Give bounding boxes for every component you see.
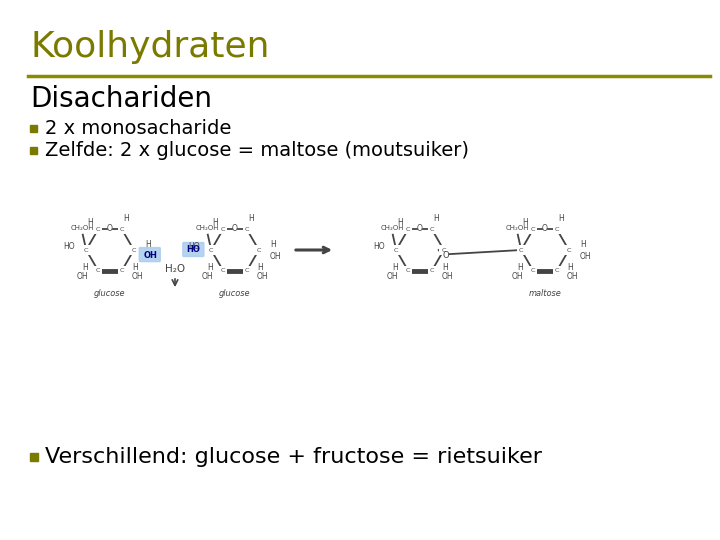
Text: C: C (441, 247, 446, 253)
Text: H: H (145, 240, 150, 249)
Text: C: C (120, 227, 124, 232)
Text: C: C (84, 247, 89, 253)
Text: C: C (120, 268, 124, 273)
Text: C: C (245, 268, 249, 273)
Text: HO: HO (189, 242, 200, 251)
Text: O: O (417, 224, 423, 233)
Text: H: H (558, 214, 564, 222)
Text: C: C (221, 268, 225, 273)
Text: O: O (232, 224, 238, 233)
Text: C: C (567, 247, 571, 253)
Text: C: C (430, 227, 434, 232)
Text: H₂O: H₂O (165, 264, 185, 274)
Text: H: H (132, 263, 138, 272)
Text: H: H (270, 240, 276, 249)
Text: C: C (394, 247, 398, 253)
Text: HO: HO (186, 246, 199, 254)
Text: Disachariden: Disachariden (30, 85, 212, 113)
Text: H: H (123, 214, 129, 222)
Text: C: C (256, 247, 261, 253)
Text: OH: OH (442, 272, 454, 281)
Bar (30, 453, 38, 461)
Bar (30, 125, 37, 132)
Text: O: O (542, 224, 548, 233)
Text: C: C (430, 268, 434, 273)
Text: C: C (519, 247, 523, 253)
Text: H: H (207, 263, 213, 272)
Text: OH: OH (76, 272, 88, 281)
Text: OH: OH (511, 272, 523, 281)
Text: glucose: glucose (219, 289, 251, 298)
Text: C: C (554, 227, 559, 232)
Text: OH: OH (386, 272, 398, 281)
Text: 2 x monosacharide: 2 x monosacharide (45, 118, 231, 138)
Text: OH: OH (132, 272, 144, 281)
Text: H: H (257, 263, 263, 272)
Text: HO: HO (374, 242, 385, 251)
Text: glucose: glucose (94, 289, 126, 298)
Text: H: H (433, 214, 438, 222)
FancyBboxPatch shape (139, 248, 161, 261)
Text: C: C (221, 227, 225, 232)
Text: H: H (82, 263, 88, 272)
Text: OH: OH (580, 252, 591, 261)
Text: CH₂OH: CH₂OH (506, 225, 529, 231)
Text: H: H (580, 240, 585, 249)
Text: C: C (531, 227, 536, 232)
Text: Zelfde: 2 x glucose = maltose (moutsuiker): Zelfde: 2 x glucose = maltose (moutsuike… (45, 140, 469, 159)
Text: CH₂OH: CH₂OH (381, 225, 405, 231)
Text: OH: OH (567, 272, 579, 281)
Text: OH: OH (202, 272, 213, 281)
Text: C: C (96, 227, 100, 232)
Text: H: H (87, 218, 93, 227)
Text: C: C (554, 268, 559, 273)
Text: H: H (212, 218, 218, 227)
Text: Koolhydraten: Koolhydraten (30, 30, 269, 64)
Bar (30, 146, 37, 153)
Text: O: O (442, 251, 449, 260)
Text: C: C (406, 227, 410, 232)
Text: Verschillend: glucose + fructose = rietsuiker: Verschillend: glucose + fructose = riets… (45, 447, 542, 467)
Text: H: H (522, 218, 528, 227)
Text: HO: HO (63, 242, 75, 251)
Text: H: H (567, 263, 573, 272)
Text: C: C (406, 268, 410, 273)
Text: C: C (132, 247, 136, 253)
Text: CH₂OH: CH₂OH (71, 225, 94, 231)
Text: C: C (96, 268, 100, 273)
Text: OH: OH (270, 252, 282, 261)
Text: C: C (245, 227, 249, 232)
Text: H: H (248, 214, 253, 222)
Text: maltose: maltose (528, 289, 562, 298)
Text: O: O (107, 224, 113, 233)
Text: OH: OH (143, 251, 157, 260)
Text: CH₂OH: CH₂OH (196, 225, 220, 231)
Text: OH: OH (257, 272, 269, 281)
Text: C: C (531, 268, 536, 273)
Text: H: H (392, 263, 398, 272)
Text: H: H (397, 218, 403, 227)
Text: C: C (209, 247, 213, 253)
Text: H: H (517, 263, 523, 272)
Text: H: H (442, 263, 448, 272)
FancyBboxPatch shape (183, 242, 204, 256)
